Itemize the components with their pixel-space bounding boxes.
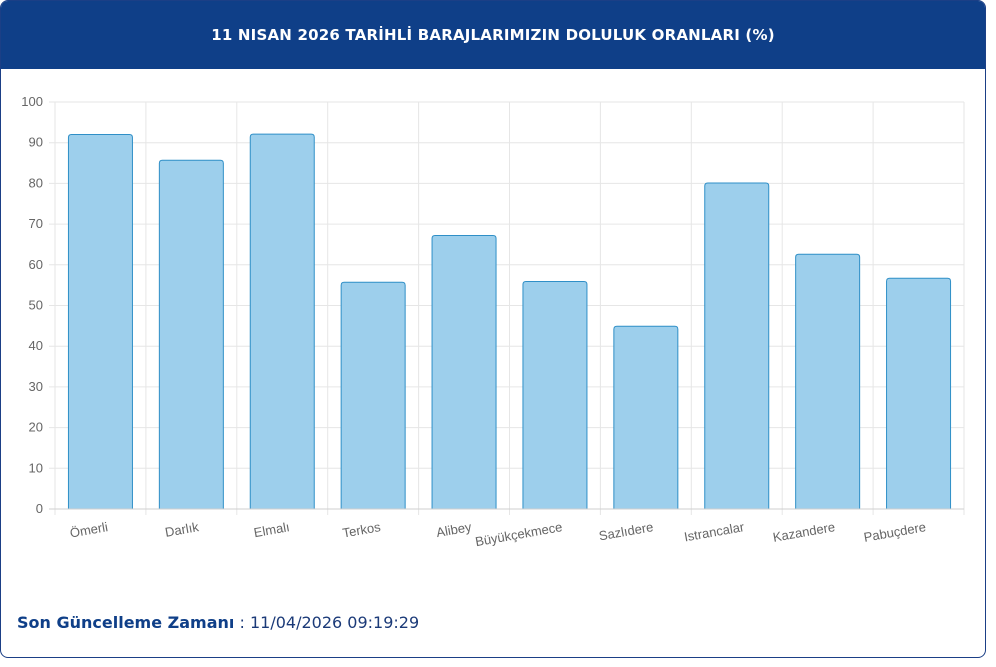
y-tick-label: 60	[29, 257, 43, 272]
y-tick-label: 90	[29, 135, 43, 150]
x-tick-label: Darlık	[164, 519, 201, 540]
x-tick-label: Terkos	[341, 519, 382, 541]
page-title: 11 NISAN 2026 TARİHLİ BARAJLARIMIZIN DOL…	[211, 26, 775, 44]
bar-5	[522, 280, 588, 510]
bar-chart: 0 10 20 30 40 50 60 70 80 90 100 Ömerli Darlık Elmalı…	[21, 94, 965, 549]
last-update: Son Güncelleme Zamanı : 11/04/2026 09:19…	[17, 613, 419, 632]
bar-2	[249, 133, 315, 510]
y-tick-label: 50	[29, 298, 43, 313]
bar-4	[431, 234, 497, 510]
y-tick-label: 70	[29, 216, 43, 231]
y-tick-label: 80	[29, 175, 43, 190]
x-tick-label: Istrancalar	[683, 519, 746, 544]
x-tick-label: Kazandere	[772, 519, 837, 545]
last-update-separator: :	[234, 613, 250, 632]
y-tick-label: 40	[29, 338, 43, 353]
x-tick-label: Büyükçekmece	[474, 519, 563, 549]
bar-7	[704, 182, 770, 510]
bar-0	[67, 134, 133, 510]
y-tick-label: 100	[21, 94, 43, 109]
y-tick-label: 20	[29, 420, 43, 435]
bar-1	[158, 159, 224, 510]
x-tick-label: Pabuçdere	[863, 519, 928, 545]
y-tick-label: 10	[29, 460, 43, 475]
x-tick-label: Alibey	[435, 519, 473, 540]
x-tick-label: Elmalı	[253, 519, 291, 540]
bar-6	[613, 325, 679, 510]
y-tick-label: 0	[36, 501, 43, 516]
bar-3	[340, 281, 406, 510]
last-update-value: 11/04/2026 09:19:29	[249, 613, 420, 632]
last-update-label: Son Güncelleme Zamanı	[17, 613, 235, 632]
x-tick-label: Ömerli	[69, 519, 109, 540]
chart-card: 11 NISAN 2026 TARİHLİ BARAJLARIMIZIN DOL…	[0, 0, 986, 658]
bar-9	[886, 277, 952, 510]
x-tick-label: Sazlıdere	[598, 519, 655, 543]
bar-8	[795, 253, 861, 510]
y-tick-label: 30	[29, 379, 43, 394]
chart-header: 11 NISAN 2026 TARİHLİ BARAJLARIMIZIN DOL…	[1, 1, 985, 69]
